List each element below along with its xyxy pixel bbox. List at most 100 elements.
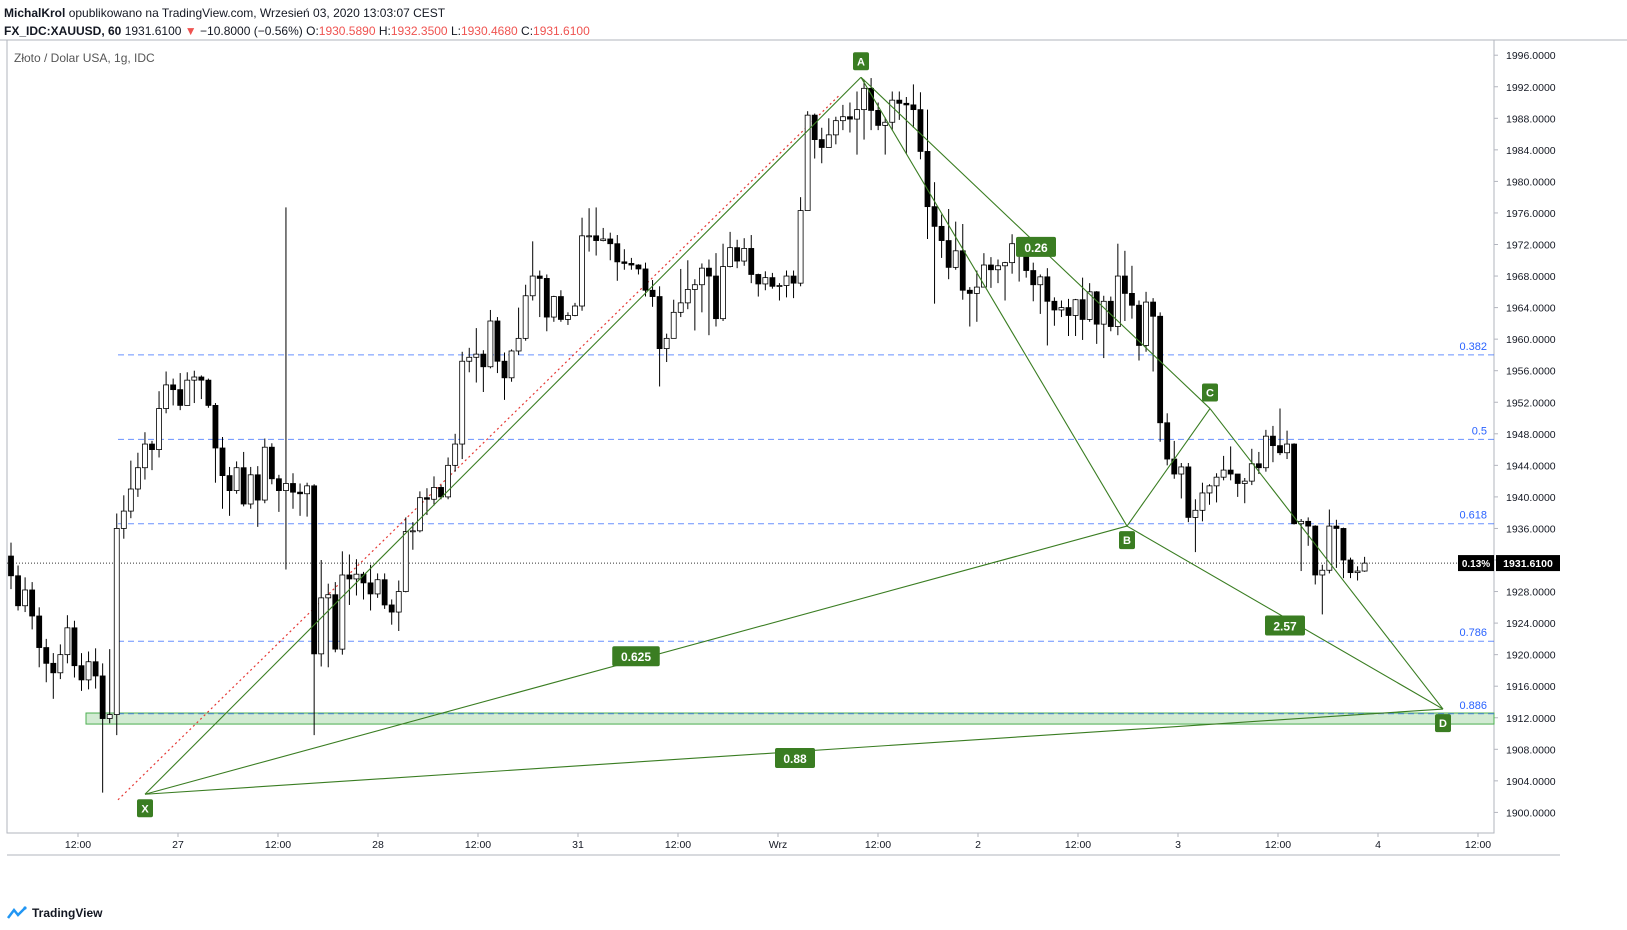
candle-body	[184, 379, 191, 406]
candle-body	[783, 275, 790, 286]
candle-body	[945, 240, 952, 268]
x-tick-label: 2	[975, 839, 981, 851]
candle-body	[1164, 422, 1171, 460]
x-tick-label: 12:00	[865, 839, 891, 851]
pattern-leg-cd	[1209, 408, 1444, 710]
candle-body	[318, 597, 325, 655]
candle-body	[600, 238, 607, 241]
x-tick-label: 12:00	[665, 839, 691, 851]
candle-body	[663, 337, 670, 350]
candle-body	[134, 467, 141, 490]
y-tick-label: 1900.0000	[1506, 807, 1556, 819]
candle-body	[896, 99, 903, 104]
candle-body	[1255, 463, 1262, 469]
candle-body	[99, 675, 106, 719]
candle-body	[1051, 300, 1058, 311]
candle-body	[861, 87, 867, 111]
y-tick-label: 1956.0000	[1506, 366, 1556, 378]
candle-body	[332, 594, 339, 650]
candle-body	[755, 274, 762, 285]
candle-body	[402, 531, 409, 592]
candle-body	[515, 337, 522, 352]
candle-body	[339, 574, 346, 650]
candle-body	[917, 109, 924, 152]
fib-level-label: 0.786	[1459, 627, 1487, 639]
candle-body	[290, 483, 296, 493]
footer: TradingView	[6, 906, 102, 920]
y-tick-label: 1988.0000	[1506, 113, 1556, 125]
publish-line: MichalKrol opublikowano na TradingView.c…	[4, 4, 590, 22]
x-tick-label: 12:00	[1065, 839, 1091, 851]
y-tick-label: 1916.0000	[1506, 681, 1556, 693]
candle-body	[804, 114, 811, 211]
candle-body	[558, 296, 564, 320]
y-tick-label: 1968.0000	[1506, 271, 1556, 283]
candle-body	[684, 289, 691, 304]
candle-body	[127, 488, 134, 512]
candle-body	[903, 102, 910, 106]
candle-body	[1340, 528, 1347, 561]
candle-body	[522, 295, 529, 339]
open-value: 1930.5890	[318, 24, 376, 38]
candle-body	[205, 379, 212, 406]
tradingview-brand[interactable]: TradingView	[32, 906, 103, 920]
y-tick-label: 1964.0000	[1506, 303, 1556, 315]
candle-body	[501, 360, 508, 379]
fib-level-label: 0.618	[1459, 510, 1487, 522]
candle-body	[818, 139, 825, 148]
candle-body	[691, 284, 698, 290]
x-tick-label: 4	[1375, 839, 1381, 851]
candle-body	[219, 447, 226, 477]
candle-body	[50, 662, 57, 674]
candle-body	[1143, 301, 1149, 346]
candle-body	[1185, 466, 1192, 518]
y-tick-label: 1904.0000	[1506, 776, 1556, 788]
candle-body	[297, 491, 303, 495]
candle-body	[29, 589, 36, 617]
candle-body	[15, 575, 21, 607]
y-tick-label: 1976.0000	[1506, 208, 1556, 220]
y-tick-label: 1936.0000	[1506, 523, 1556, 535]
candle-body	[325, 594, 332, 599]
candle-body	[1065, 307, 1072, 316]
candle-body	[1270, 435, 1276, 447]
candle-body	[995, 265, 1001, 271]
y-tick-label: 1908.0000	[1506, 744, 1556, 756]
fib-level-label: 0.886	[1459, 700, 1487, 712]
ratio-label: 0.88	[783, 752, 807, 766]
candle-body	[1284, 443, 1290, 454]
candle-body	[1079, 299, 1086, 320]
low-label: L:	[450, 24, 461, 38]
candle-body	[656, 296, 663, 350]
candle-body	[487, 320, 494, 368]
candle-body	[452, 443, 459, 466]
price-chart[interactable]: Złoto / Dolar USA, 1g, IDC 1900.0000 1904.…	[0, 0, 1627, 900]
y-tick-label: 1920.0000	[1506, 650, 1556, 662]
candle-body	[113, 528, 120, 715]
candle-body	[1192, 509, 1199, 518]
current-price-tag	[1496, 555, 1560, 572]
author-name[interactable]: MichalKrol	[4, 6, 66, 20]
red-trendline	[117, 94, 841, 801]
candle-body	[381, 579, 388, 606]
candle-body	[1213, 476, 1220, 487]
pattern-point-badge	[1119, 531, 1135, 550]
candle-body	[1333, 525, 1340, 529]
high-label: H:	[378, 24, 391, 38]
x-tick-label: Wrz	[769, 839, 787, 851]
candle-body	[473, 353, 480, 358]
candle-body	[85, 661, 92, 681]
down-arrow-icon: ▼	[184, 24, 197, 38]
ratio-badge	[612, 646, 660, 667]
x-tick-label: 12:00	[1265, 839, 1291, 851]
ratio-label: 2.57	[1273, 619, 1297, 633]
candle-body	[593, 235, 600, 241]
symbol-label[interactable]: FX_IDC:XAUUSD, 60	[4, 24, 122, 38]
candle-body	[71, 627, 78, 667]
candle-body	[607, 238, 614, 245]
current-pct-label: 0.13%	[1462, 559, 1490, 570]
candle-body	[536, 275, 543, 279]
chart-title: Złoto / Dolar USA, 1g, IDC	[14, 51, 155, 65]
candle-body	[1009, 243, 1015, 264]
candle-body	[1220, 469, 1227, 478]
